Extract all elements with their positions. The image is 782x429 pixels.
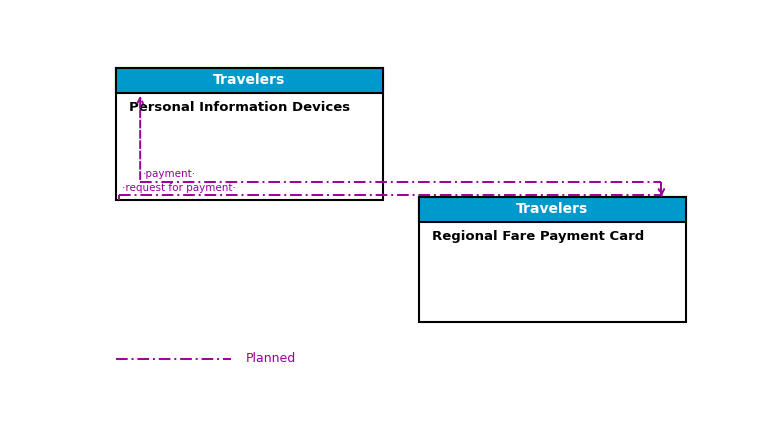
Text: Regional Fare Payment Card: Regional Fare Payment Card (432, 230, 644, 243)
Text: Travelers: Travelers (516, 202, 588, 216)
Text: ·request for payment·: ·request for payment· (122, 183, 236, 193)
Bar (116, 68, 382, 93)
Text: Planned: Planned (246, 352, 296, 365)
Bar (419, 197, 686, 222)
Text: ·payment·: ·payment· (143, 169, 196, 179)
Bar (116, 68, 382, 200)
Text: Personal Information Devices: Personal Information Devices (129, 101, 350, 114)
Bar (116, 68, 382, 93)
Text: Travelers: Travelers (213, 73, 285, 88)
Bar (419, 197, 686, 222)
Bar (419, 197, 686, 322)
